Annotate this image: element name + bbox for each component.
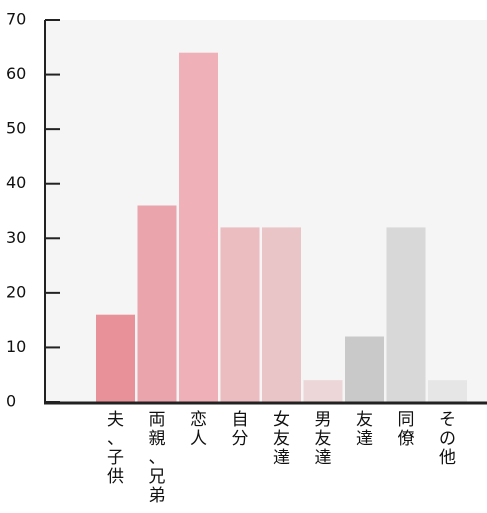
bar-7 bbox=[345, 336, 384, 402]
y-tick-label: 40 bbox=[6, 173, 26, 192]
bar-3 bbox=[179, 52, 218, 402]
y-tick-label: 60 bbox=[6, 64, 26, 83]
bar-1 bbox=[96, 314, 135, 402]
y-tick-label: 50 bbox=[6, 119, 26, 138]
x-tick-label: 男友達 bbox=[315, 410, 332, 468]
bar-4 bbox=[220, 227, 260, 402]
bar-6 bbox=[303, 380, 343, 402]
y-tick-label: 0 bbox=[6, 392, 16, 411]
x-tick-label: 恋人 bbox=[190, 409, 207, 449]
x-tick-label: その他 bbox=[439, 410, 456, 468]
y-tick-label: 10 bbox=[6, 337, 26, 356]
bars-group bbox=[96, 52, 467, 402]
x-tick-label: 女友達 bbox=[273, 410, 290, 468]
y-axis: 0 10 20 30 40 50 60 70 bbox=[6, 10, 60, 411]
x-tick-label: 同僚 bbox=[398, 410, 415, 449]
bar-8 bbox=[386, 227, 426, 402]
y-tick-label: 30 bbox=[6, 228, 26, 247]
x-tick-label: 自分 bbox=[232, 410, 249, 449]
bar-5 bbox=[262, 227, 301, 402]
x-tick-label: 両親、兄弟 bbox=[149, 410, 166, 506]
bar-9 bbox=[428, 380, 467, 402]
y-tick-label: 70 bbox=[6, 10, 26, 29]
x-tick-label: 友達 bbox=[356, 410, 373, 449]
x-tick-label: 夫、子供 bbox=[107, 410, 124, 487]
y-tick-label: 20 bbox=[6, 282, 26, 301]
bar-2 bbox=[137, 205, 177, 402]
